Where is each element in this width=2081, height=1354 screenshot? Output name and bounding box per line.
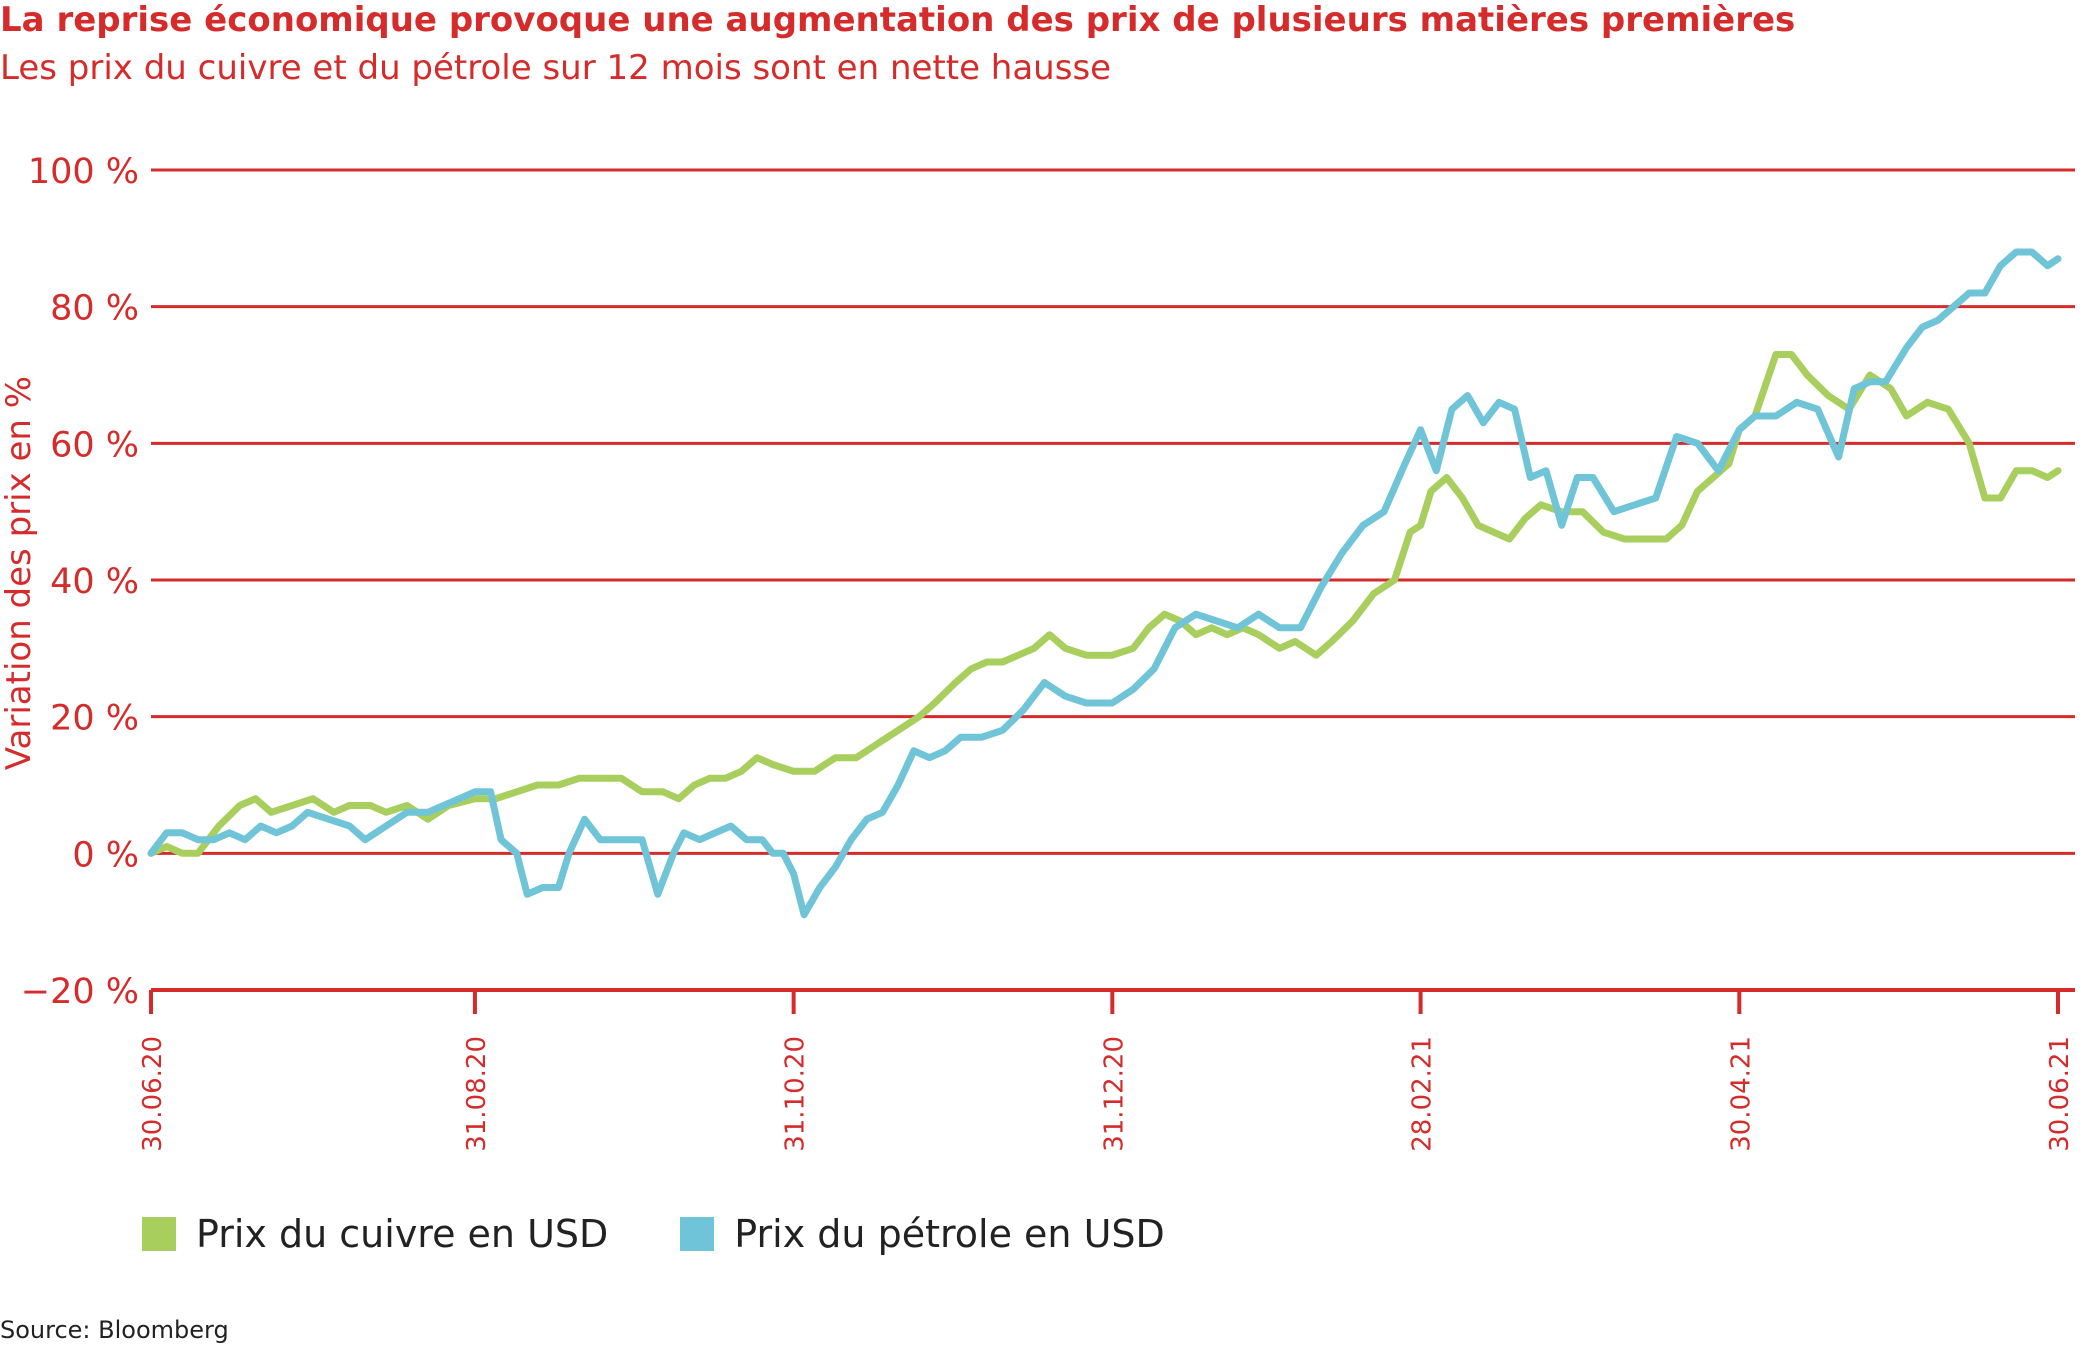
legend-item-oil: Prix du pétrole en USD <box>680 1212 1165 1256</box>
x-tick-label: 30.04.21 <box>1726 1036 1756 1152</box>
legend-swatch-oil <box>680 1217 715 1251</box>
y-tick-label: 100 % <box>28 152 139 192</box>
x-tick-label: 31.12.20 <box>1099 1036 1129 1152</box>
legend: Prix du cuivre en USD Prix du pétrole en… <box>142 1212 1237 1256</box>
legend-label-copper: Prix du cuivre en USD <box>196 1212 609 1256</box>
legend-item-copper: Prix du cuivre en USD <box>142 1212 608 1256</box>
x-tick-label: 28.02.21 <box>1408 1036 1438 1152</box>
x-tick-label: 31.10.20 <box>781 1036 811 1152</box>
y-axis-label: Variation des prix en % <box>0 376 39 770</box>
x-tick-label: 30.06.20 <box>138 1036 168 1152</box>
legend-label-oil: Prix du pétrole en USD <box>734 1212 1165 1256</box>
x-tick-label: 30.06.21 <box>2045 1036 2075 1152</box>
source-note: Source: Bloomberg <box>0 1316 229 1344</box>
series-lines <box>147 248 2062 919</box>
x-tick-label: 31.08.20 <box>462 1036 492 1152</box>
gridlines <box>151 168 2075 992</box>
y-tick-label: 20 % <box>50 699 139 739</box>
legend-swatch-copper <box>142 1217 176 1251</box>
chart-subtitle: Les prix du cuivre et du pétrole sur 12 … <box>0 48 1112 88</box>
chart-title: La reprise économique provoque une augme… <box>0 0 1796 40</box>
y-tick-label: 80 % <box>50 289 139 329</box>
y-axis-ticks: 100 % 80 % 60 % 40 % 20 % 0 % −20 % <box>21 152 139 1012</box>
x-axis: 30.06.20 31.08.20 31.10.20 31.12.20 28.02.21… <box>138 990 2075 1152</box>
y-tick-label: −20 % <box>21 972 139 1012</box>
y-tick-label: 60 % <box>50 425 139 465</box>
y-tick-label: 40 % <box>50 562 139 602</box>
y-tick-label: 0 % <box>72 835 139 875</box>
series-line-oil <box>147 248 2062 919</box>
series-line-copper <box>147 351 2062 857</box>
